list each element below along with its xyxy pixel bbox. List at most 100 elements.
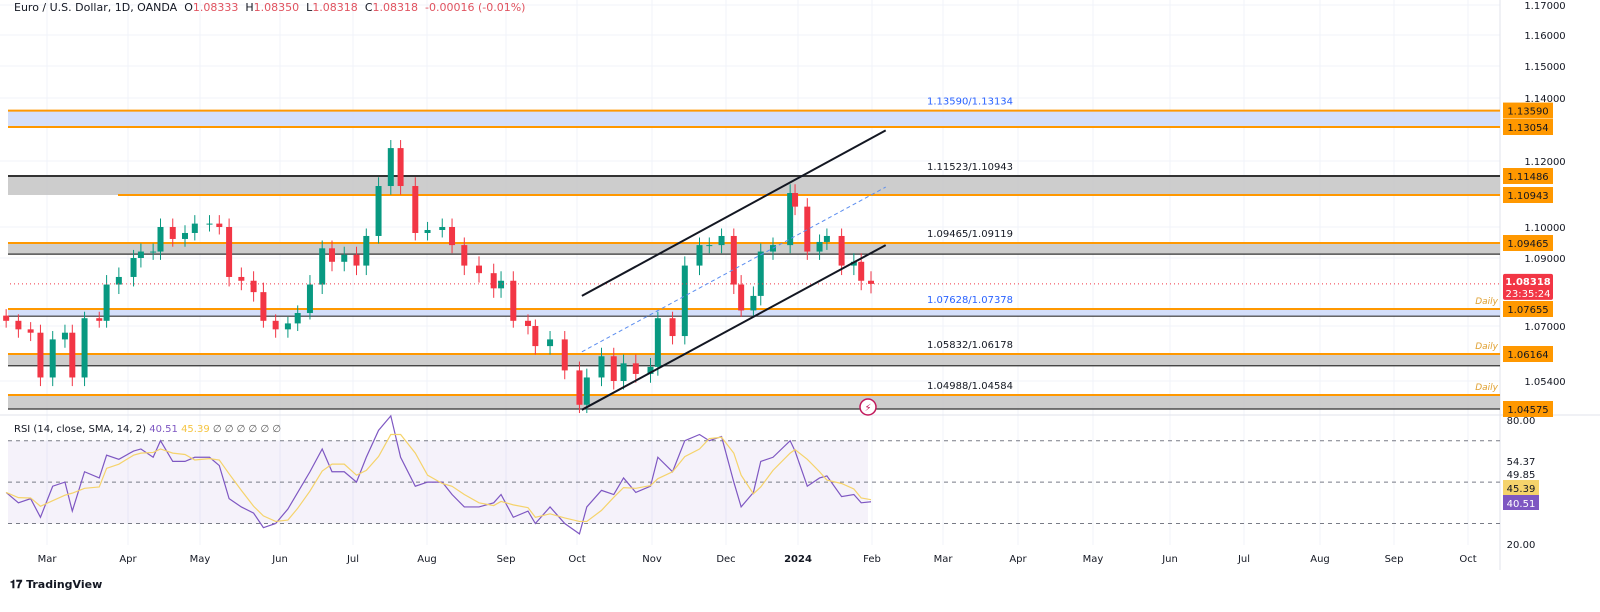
symbol-title[interactable]: Euro / U.S. Dollar, 1D, OANDA	[14, 1, 178, 14]
rsi-extras: ∅ ∅ ∅ ∅ ∅ ∅	[212, 424, 282, 435]
time-tick: 2024	[784, 554, 812, 565]
candle-body	[341, 254, 348, 262]
candle-body	[792, 193, 799, 207]
time-tick: Jul	[1237, 554, 1250, 565]
candle-body	[439, 227, 446, 230]
candle-body	[375, 186, 382, 236]
rsi-tag-bg	[1503, 495, 1539, 510]
low-label: L	[306, 1, 313, 14]
price-tag: 1.11486	[1507, 172, 1548, 183]
price-tag-bg	[1503, 301, 1553, 317]
zone-label: 1.07628/1.07378	[927, 295, 1013, 306]
lightning-icon	[859, 398, 877, 416]
candle-body	[103, 284, 110, 321]
price-tick: 1.07000	[1524, 322, 1565, 333]
price-tag: 1.07655	[1507, 305, 1548, 316]
candle-body	[96, 318, 103, 321]
price-tag: 1.06164	[1507, 350, 1548, 361]
rsi-tick: 40.51	[1507, 499, 1536, 510]
daily-label: Daily	[1475, 342, 1498, 352]
candle-body	[157, 227, 164, 252]
candle-body	[169, 227, 176, 239]
candle-body	[81, 318, 88, 378]
zone-rect	[8, 176, 1500, 195]
channel-line-lower	[581, 244, 887, 411]
time-tick: Sep	[497, 554, 516, 565]
candle-body	[858, 261, 865, 281]
candle-body	[15, 320, 22, 330]
price-tick: 1.16000	[1524, 31, 1565, 42]
high-value: 1.08350	[253, 1, 300, 14]
candle-body	[868, 280, 874, 284]
price-tick: 1.09000	[1524, 254, 1565, 265]
time-tick: Feb	[863, 554, 881, 565]
candle-body	[216, 223, 223, 227]
channel-line-upper	[581, 129, 887, 297]
candle-body	[647, 366, 654, 374]
candle-body	[598, 356, 605, 378]
candle-body	[838, 235, 845, 266]
price-tag: 1.04575	[1507, 405, 1548, 416]
candle-body	[250, 280, 257, 293]
candle-body	[620, 363, 627, 381]
price-tag: 1.09465	[1507, 239, 1548, 250]
candle-body	[3, 315, 10, 321]
time-tick: Nov	[642, 554, 662, 565]
rsi-tick: 20.00	[1507, 540, 1536, 551]
candle-body	[510, 280, 517, 321]
candle-body	[561, 339, 568, 371]
zone-rect	[8, 354, 1500, 366]
candle-body	[61, 332, 68, 340]
candle-body	[37, 332, 44, 378]
price-tag-bg	[1503, 346, 1553, 362]
price-tag: 1.10943	[1507, 191, 1548, 202]
time-tick: Oct	[568, 554, 585, 565]
time-tick: Jun	[1161, 554, 1178, 565]
change-value: -0.00016 (-0.01%)	[425, 1, 526, 14]
last-price-tag	[1503, 273, 1553, 300]
price-tag-bg	[1503, 187, 1553, 203]
time-tick: Mar	[934, 554, 954, 565]
time-tick: Dec	[716, 554, 735, 565]
candle-body	[632, 363, 639, 374]
rsi-header: RSI (14, close, SMA, 14, 2) 40.51 45.39 …	[14, 424, 281, 435]
countdown: 23:35:24	[1506, 289, 1551, 300]
candle-body	[69, 332, 76, 378]
time-tick: Aug	[417, 554, 437, 565]
time-tick: May	[190, 554, 211, 565]
price-tick: 1.10000	[1524, 223, 1565, 234]
time-tick: Apr	[119, 554, 137, 565]
rsi-tick: 80.00	[1507, 416, 1536, 427]
time-tick: Jul	[346, 554, 359, 565]
rsi-tick: 45.39	[1507, 484, 1536, 495]
candle-body	[681, 265, 688, 337]
candle-body	[532, 326, 539, 347]
tradingview-icon: 𝟏𝟕	[10, 578, 27, 591]
zone-rect	[8, 243, 1500, 255]
rsi-tick: 49.85	[1507, 470, 1536, 481]
candle-body	[353, 254, 360, 266]
time-tick: Jun	[271, 554, 288, 565]
tradingview-logo[interactable]: 𝟏𝟕 TradingView	[10, 578, 102, 592]
zone-rect	[8, 394, 1500, 409]
candle-body	[294, 313, 301, 324]
price-tick: 1.14000	[1524, 94, 1565, 105]
candle-body	[583, 377, 590, 405]
candle-body	[284, 323, 291, 330]
candle-body	[525, 320, 531, 326]
price-tick: 1.15000	[1524, 62, 1565, 73]
candle-body	[476, 265, 482, 274]
candle-body	[498, 280, 505, 289]
candle-body	[137, 251, 144, 258]
candle-body	[397, 148, 404, 187]
price-tag-bg	[1503, 168, 1553, 184]
time-tick: May	[1083, 554, 1104, 565]
candle-body	[182, 232, 188, 239]
zone-label: 1.05832/1.06178	[927, 340, 1013, 351]
zone-label: 1.11523/1.10943	[927, 162, 1013, 173]
candle-body	[490, 273, 497, 289]
rsi-title[interactable]: RSI (14, close, SMA, 14, 2)	[14, 424, 147, 435]
price-tick: 1.12000	[1524, 157, 1565, 168]
price-tag-bg	[1503, 119, 1553, 135]
